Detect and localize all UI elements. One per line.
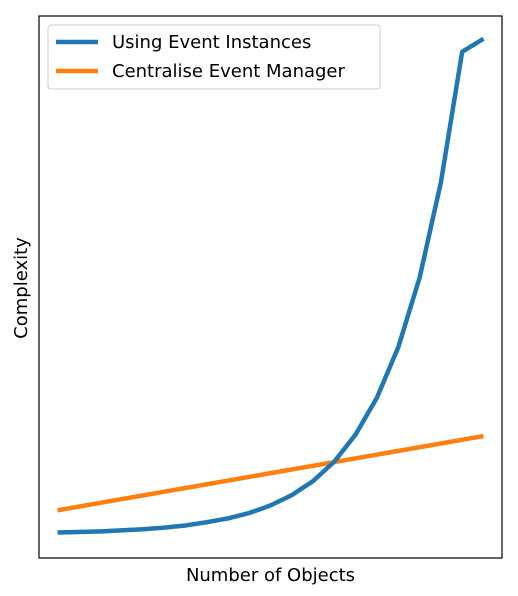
series-layer xyxy=(57,36,485,535)
y-axis-label: Complexity xyxy=(11,237,32,339)
legend-box xyxy=(47,24,381,90)
legend-label-using-event-instances: Using Event Instances xyxy=(112,32,311,53)
x-axis-label: Number of Objects xyxy=(186,565,355,586)
plot-frame xyxy=(38,15,503,559)
series-line-centralise-event-manager xyxy=(57,433,484,513)
series-line-using-event-instances xyxy=(57,36,485,535)
legend-label-centralise-event-manager: Centralise Event Manager xyxy=(112,61,346,82)
legend: Using Event Instances Centralise Event M… xyxy=(47,24,381,90)
